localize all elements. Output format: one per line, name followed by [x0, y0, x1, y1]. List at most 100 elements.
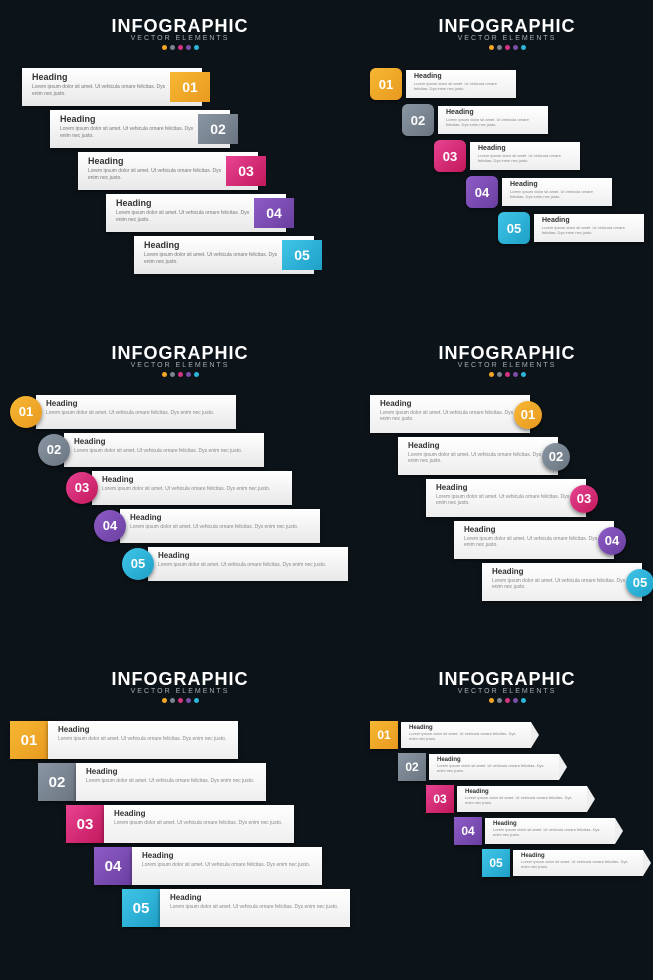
step-body: Lorem ipsum dolor sit amet. Ut vehicula … [446, 117, 540, 127]
color-dot [505, 372, 510, 377]
panel-header: INFOGRAPHIC VECTOR ELEMENTS [370, 669, 644, 703]
step-row: Heading Lorem ipsum dolor sit amet. Ut v… [22, 68, 202, 106]
step-number-circle: 04 [598, 527, 626, 555]
step-card: Heading Lorem ipsum dolor sit amet. Ut v… [534, 214, 644, 242]
step-card: Heading Lorem ipsum dolor sit amet. Ut v… [429, 754, 559, 780]
step-number: 01 [21, 732, 38, 749]
step-number: 02 [47, 442, 61, 457]
step-row: 01 Heading Lorem ipsum dolor sit amet. U… [370, 68, 644, 100]
panel-subtitle: VECTOR ELEMENTS [370, 35, 644, 42]
step-card: Heading Lorem ipsum dolor sit amet. Ut v… [454, 521, 614, 559]
color-dot [513, 372, 518, 377]
color-dot [162, 45, 167, 50]
step-heading: Heading [144, 240, 304, 250]
step-card: Heading Lorem ipsum dolor sit amet. Ut v… [76, 763, 266, 801]
panel-subtitle: VECTOR ELEMENTS [10, 688, 350, 695]
step-number-square: 03 [426, 785, 454, 813]
step-card: Heading Lorem ipsum dolor sit amet. Ut v… [502, 178, 612, 206]
step-number-badge: 05 [498, 212, 530, 244]
step-card: Heading Lorem ipsum dolor sit amet. Ut v… [457, 786, 587, 812]
step-number: 04 [475, 185, 489, 200]
panel-title: INFOGRAPHIC [370, 343, 644, 364]
step-number-circle: 05 [122, 548, 154, 580]
step-number-badge: 01 [370, 68, 402, 100]
step-number: 04 [461, 824, 474, 838]
panel-header: INFOGRAPHIC VECTOR ELEMENTS [10, 669, 350, 703]
panel-header: INFOGRAPHIC VECTOR ELEMENTS [10, 16, 350, 50]
step-number: 01 [521, 407, 535, 422]
step-row: 01 Heading Lorem ipsum dolor sit amet. U… [370, 721, 644, 749]
step-heading: Heading [58, 725, 228, 734]
step-heading: Heading [464, 525, 604, 534]
step-number-ribbon: 01 [170, 72, 210, 102]
step-row: Heading Lorem ipsum dolor sit amet. Ut v… [50, 110, 230, 148]
step-number-square: 02 [398, 753, 426, 781]
color-dot [194, 698, 199, 703]
step-row: Heading Lorem ipsum dolor sit amet. Ut v… [398, 437, 558, 475]
step-row: 05 Heading Lorem ipsum dolor sit amet. U… [482, 849, 644, 877]
step-heading: Heading [158, 551, 338, 560]
step-number-circle: 04 [94, 510, 126, 542]
color-dot [170, 698, 175, 703]
panel-header: INFOGRAPHIC VECTOR ELEMENTS [370, 16, 644, 50]
step-body: Lorem ipsum dolor sit amet. Ut vehicula … [158, 562, 338, 569]
panel-3: INFOGRAPHIC VECTOR ELEMENTS 01 Heading L… [0, 327, 360, 654]
step-card: Heading Lorem ipsum dolor sit amet. Ut v… [160, 889, 350, 927]
step-body: Lorem ipsum dolor sit amet. Ut vehicula … [510, 189, 604, 199]
step-body: Lorem ipsum dolor sit amet. Ut vehicula … [464, 536, 604, 549]
step-row: Heading Lorem ipsum dolor sit amet. Ut v… [482, 563, 642, 601]
step-number: 05 [294, 247, 310, 263]
step-heading: Heading [170, 893, 340, 902]
step-number: 05 [489, 856, 502, 870]
color-dot [505, 698, 510, 703]
step-number: 05 [507, 221, 521, 236]
color-dot [170, 372, 175, 377]
step-number-badge: 03 [434, 140, 466, 172]
step-body: Lorem ipsum dolor sit amet. Ut vehicula … [493, 828, 607, 838]
panel-header: INFOGRAPHIC VECTOR ELEMENTS [10, 343, 350, 377]
step-heading: Heading [74, 437, 254, 446]
color-dot [178, 372, 183, 377]
step-heading: Heading [60, 114, 220, 124]
step-card: Heading Lorem ipsum dolor sit amet. Ut v… [22, 68, 202, 106]
step-body: Lorem ipsum dolor sit amet. Ut vehicula … [116, 210, 256, 223]
step-row: 03 Heading Lorem ipsum dolor sit amet. U… [66, 471, 350, 505]
step-row: 03 Heading Lorem ipsum dolor sit amet. U… [434, 140, 644, 172]
color-dot [194, 45, 199, 50]
step-number-square: 02 [38, 763, 76, 801]
panel-1: INFOGRAPHIC VECTOR ELEMENTS Heading Lore… [0, 0, 360, 327]
step-heading: Heading [116, 198, 276, 208]
step-body: Lorem ipsum dolor sit amet. Ut vehicula … [130, 524, 310, 531]
color-dot [497, 45, 502, 50]
color-dot [178, 45, 183, 50]
step-number-square: 01 [10, 721, 48, 759]
panel-title: INFOGRAPHIC [10, 343, 350, 364]
step-number-circle: 03 [66, 472, 98, 504]
panel-4: INFOGRAPHIC VECTOR ELEMENTS Heading Lore… [360, 327, 653, 654]
step-card: Heading Lorem ipsum dolor sit amet. Ut v… [482, 563, 642, 601]
step-card: Heading Lorem ipsum dolor sit amet. Ut v… [401, 722, 531, 748]
panel-header: INFOGRAPHIC VECTOR ELEMENTS [370, 343, 644, 377]
step-body: Lorem ipsum dolor sit amet. Ut vehicula … [492, 578, 632, 591]
step-number: 03 [443, 149, 457, 164]
step-card: Heading Lorem ipsum dolor sit amet. Ut v… [50, 110, 230, 148]
step-body: Lorem ipsum dolor sit amet. Ut vehicula … [114, 820, 284, 827]
step-row: 01 Heading Lorem ipsum dolor sit amet. U… [10, 395, 350, 429]
step-number-badge: 02 [402, 104, 434, 136]
step-heading: Heading [492, 567, 632, 576]
step-card: Heading Lorem ipsum dolor sit amet. Ut v… [485, 818, 615, 844]
step-number-square: 05 [482, 849, 510, 877]
step-row: Heading Lorem ipsum dolor sit amet. Ut v… [78, 152, 258, 190]
step-row: 03 Heading Lorem ipsum dolor sit amet. U… [66, 805, 294, 843]
step-number-ribbon: 02 [198, 114, 238, 144]
step-row: 05 Heading Lorem ipsum dolor sit amet. U… [122, 547, 350, 581]
color-dots [370, 372, 644, 377]
step-number: 03 [77, 816, 94, 833]
step-row: 01 Heading Lorem ipsum dolor sit amet. U… [10, 721, 238, 759]
step-row: 05 Heading Lorem ipsum dolor sit amet. U… [498, 212, 644, 244]
step-body: Lorem ipsum dolor sit amet. Ut vehicula … [142, 862, 312, 869]
step-card: Heading Lorem ipsum dolor sit amet. Ut v… [438, 106, 548, 134]
step-heading: Heading [130, 513, 310, 522]
step-number-square: 03 [66, 805, 104, 843]
step-body: Lorem ipsum dolor sit amet. Ut vehicula … [414, 81, 508, 91]
